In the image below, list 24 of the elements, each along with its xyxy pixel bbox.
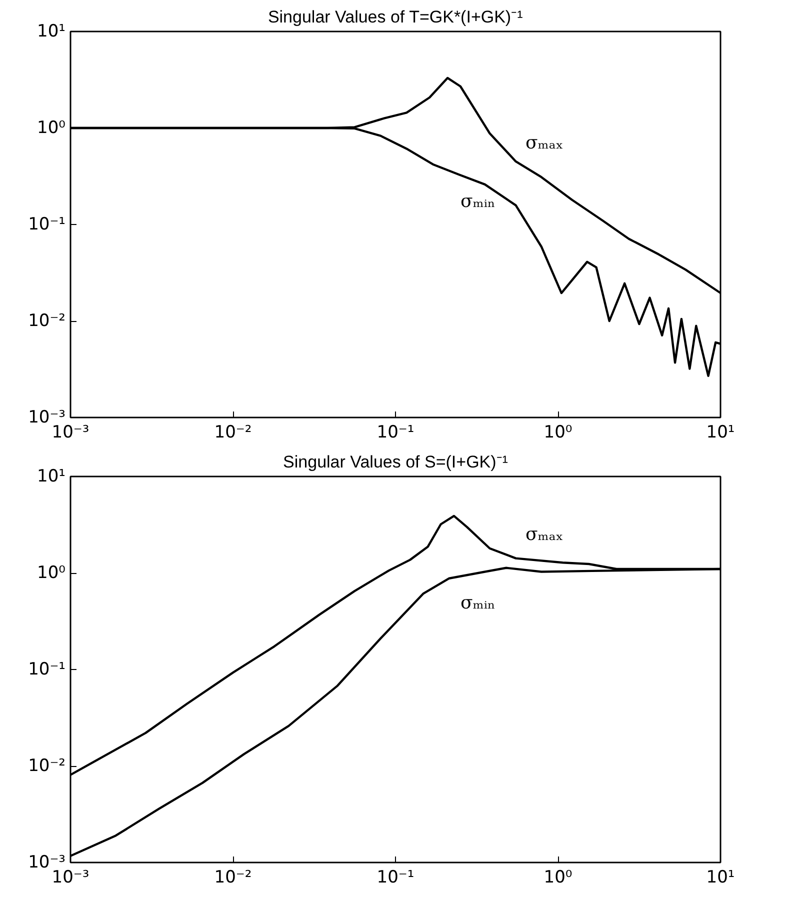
y-tick-label: 10⁻² bbox=[28, 756, 66, 776]
x-tick-label: 10⁰ bbox=[544, 422, 572, 442]
x-tick-label: 10¹ bbox=[706, 422, 735, 442]
y-tick-label: 10¹ bbox=[37, 466, 66, 486]
x-tick-label: 10⁻³ bbox=[52, 422, 90, 442]
y-tick-label: 10¹ bbox=[37, 22, 66, 42]
y-tick-label: 10⁻¹ bbox=[28, 660, 66, 680]
x-tick-label: 10⁻² bbox=[214, 868, 252, 888]
x-tick-label: 10⁻² bbox=[214, 422, 252, 442]
x-tick-label: 10¹ bbox=[706, 868, 735, 888]
x-tick-label: 10⁻¹ bbox=[376, 868, 414, 888]
series-label: σₘᵢₙ bbox=[460, 592, 496, 614]
y-tick-label: 10⁻² bbox=[28, 311, 66, 331]
x-tick-label: 10⁻¹ bbox=[376, 422, 414, 442]
chart-title: Singular Values of T=GK*(I+GK)⁻¹ bbox=[268, 8, 524, 26]
chart-title: Singular Values of S=(I+GK)⁻¹ bbox=[283, 452, 508, 472]
series-label: σₘₐₓ bbox=[526, 524, 564, 546]
x-tick-label: 10⁰ bbox=[544, 868, 572, 888]
series-label: σₘₐₓ bbox=[526, 132, 564, 154]
y-tick-label: 10⁰ bbox=[37, 118, 66, 138]
y-tick-label: 10⁻¹ bbox=[28, 214, 66, 234]
series-label: σₘᵢₙ bbox=[460, 191, 496, 212]
x-tick-label: 10⁻³ bbox=[52, 868, 90, 888]
y-tick-label: 10⁰ bbox=[37, 563, 66, 583]
